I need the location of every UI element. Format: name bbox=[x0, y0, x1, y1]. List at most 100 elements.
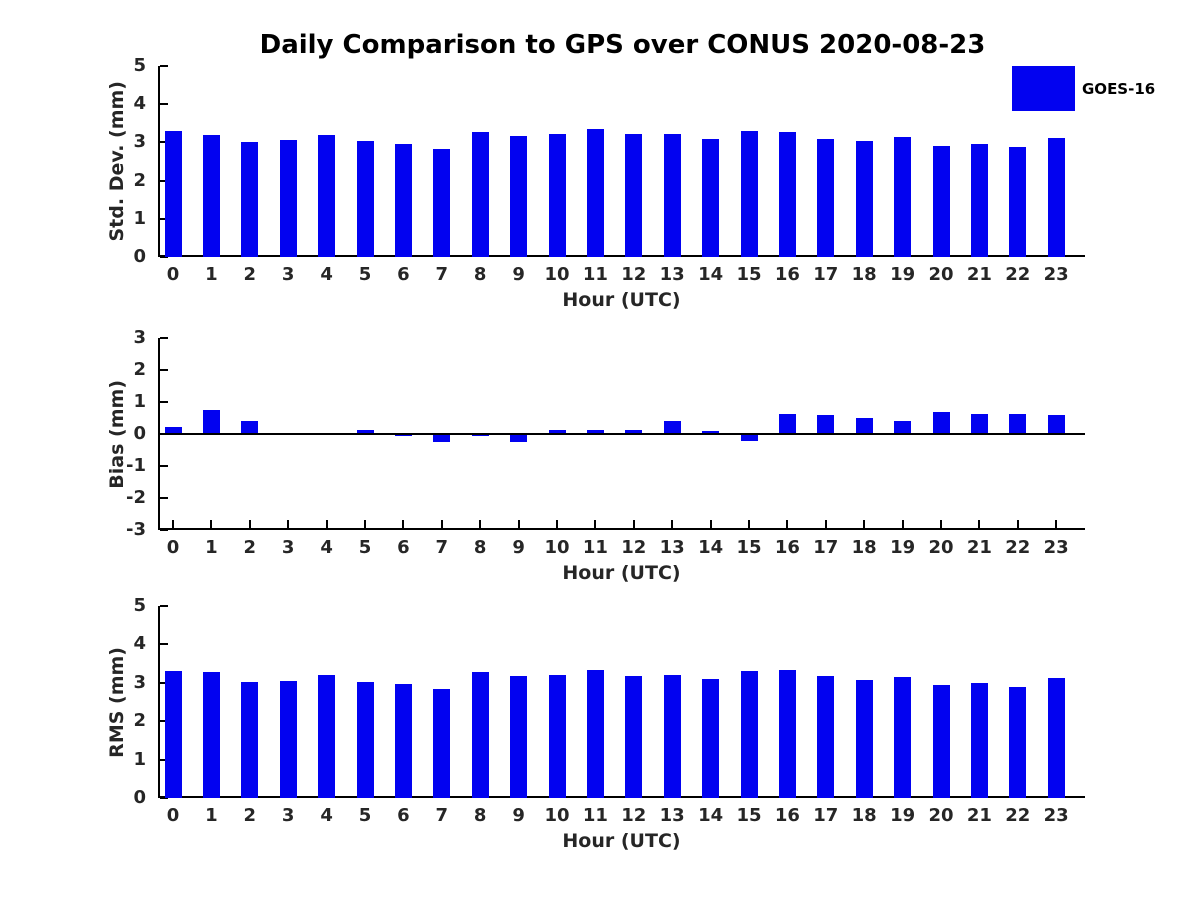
x-tick bbox=[824, 520, 827, 528]
x-tick-label: 14 bbox=[698, 805, 724, 826]
x-tick bbox=[248, 520, 251, 528]
x-axis-spine bbox=[158, 255, 1085, 257]
x-tick bbox=[748, 520, 750, 528]
y-axis-label-wrap: RMS (mm) bbox=[101, 606, 133, 798]
y-tick bbox=[160, 720, 168, 723]
y-axis-spine bbox=[158, 66, 160, 257]
bar bbox=[1009, 687, 1027, 798]
bar bbox=[586, 430, 604, 434]
x-tick-label: 2 bbox=[243, 805, 257, 826]
x-tick bbox=[786, 520, 789, 528]
subplot-rms: 0 1 2 3 4 5 0 1 2 3 4 5 6 7 8 9 10 11 12 13 14 15 16 17 18 19 20 21… bbox=[106, 595, 1085, 852]
x-tick bbox=[440, 520, 443, 528]
x-tick bbox=[172, 520, 174, 528]
x-axis-label: Hour (UTC) bbox=[562, 562, 681, 584]
y-tick bbox=[160, 681, 168, 684]
x-tick-label: 16 bbox=[774, 805, 800, 826]
x-tick bbox=[479, 520, 482, 528]
y-tick bbox=[160, 529, 168, 531]
y-tick bbox=[160, 605, 168, 607]
x-tick-label: 11 bbox=[582, 805, 608, 826]
x-tick-label: 3 bbox=[281, 264, 295, 285]
x-tick-label: 22 bbox=[1005, 537, 1031, 558]
bar bbox=[855, 140, 873, 257]
bar bbox=[1047, 415, 1065, 434]
x-tick-label: 10 bbox=[544, 537, 570, 558]
bar bbox=[817, 138, 835, 257]
x-tick-label: 13 bbox=[659, 264, 685, 285]
x-tick-label: 7 bbox=[435, 805, 449, 826]
bar bbox=[202, 672, 220, 798]
bar bbox=[817, 415, 835, 434]
bar bbox=[740, 434, 758, 442]
x-tick-label: 3 bbox=[281, 805, 295, 826]
bar bbox=[279, 681, 297, 798]
x-tick-label: 23 bbox=[1043, 264, 1069, 285]
bar bbox=[510, 136, 528, 257]
x-tick-label: 6 bbox=[397, 805, 410, 826]
bar bbox=[164, 671, 182, 798]
y-tick-label: 1 bbox=[133, 391, 146, 412]
x-tick-label: 21 bbox=[966, 264, 992, 285]
x-tick-label: 14 bbox=[698, 537, 724, 558]
bar bbox=[548, 675, 566, 798]
y-axis-spine bbox=[158, 606, 160, 798]
bar bbox=[778, 131, 796, 257]
y-tick-label: 2 bbox=[133, 710, 146, 732]
x-tick-label: 18 bbox=[851, 805, 877, 826]
bar bbox=[894, 137, 912, 257]
x-tick-label: 22 bbox=[1005, 805, 1031, 826]
legend: GOES-16 bbox=[1012, 66, 1155, 111]
y-tick-label: 5 bbox=[133, 55, 146, 76]
x-tick-label: 7 bbox=[435, 537, 449, 558]
x-tick-label: 12 bbox=[621, 805, 647, 826]
bar bbox=[164, 427, 182, 434]
y-tick bbox=[160, 103, 168, 106]
bar bbox=[241, 142, 259, 257]
x-tick bbox=[325, 520, 328, 528]
x-tick bbox=[517, 520, 520, 528]
y-tick bbox=[160, 465, 168, 467]
bar bbox=[778, 413, 796, 434]
bar bbox=[394, 684, 412, 798]
y-axis-label: Bias (mm) bbox=[106, 379, 128, 489]
x-tick-label: 19 bbox=[890, 537, 916, 558]
y-tick-label: 3 bbox=[133, 131, 146, 153]
x-tick-label: 22 bbox=[1005, 264, 1031, 285]
bar bbox=[471, 434, 489, 437]
x-tick-label: 8 bbox=[473, 805, 487, 826]
bar bbox=[356, 430, 374, 434]
x-tick bbox=[1016, 520, 1019, 528]
bar bbox=[855, 680, 873, 798]
bar bbox=[471, 132, 489, 257]
x-tick-label: 8 bbox=[473, 537, 487, 558]
y-tick bbox=[160, 758, 168, 761]
y-tick-label: -2 bbox=[126, 487, 146, 508]
legend-color-swatch bbox=[1012, 66, 1075, 111]
x-tick bbox=[671, 520, 674, 528]
bar bbox=[356, 141, 374, 257]
x-tick bbox=[940, 520, 942, 528]
bar bbox=[202, 409, 220, 434]
bar bbox=[433, 689, 451, 798]
bar bbox=[471, 672, 489, 798]
y-tick-label: 1 bbox=[133, 748, 146, 770]
x-tick-label: 0 bbox=[166, 537, 180, 558]
x-tick-label: 20 bbox=[928, 537, 954, 558]
x-tick-label: 17 bbox=[813, 264, 839, 285]
bar bbox=[1047, 138, 1065, 257]
x-tick-label: 1 bbox=[205, 805, 218, 826]
bar bbox=[241, 682, 259, 798]
bar bbox=[932, 146, 950, 257]
x-tick-label: 15 bbox=[736, 805, 762, 826]
y-tick-label: 3 bbox=[133, 671, 146, 693]
bar bbox=[433, 434, 451, 443]
y-tick-label: 2 bbox=[133, 169, 146, 191]
subplot-bias: -3 -2 -1 0 1 2 3 0 1 2 3 4 5 6 7 8 9 10 11 12 13 14 15 16 17 18 19… bbox=[106, 327, 1085, 584]
x-tick-label: 17 bbox=[813, 805, 839, 826]
x-tick-label: 14 bbox=[698, 264, 724, 285]
bar bbox=[740, 130, 758, 257]
x-tick-label: 12 bbox=[621, 537, 647, 558]
x-tick bbox=[210, 520, 213, 528]
